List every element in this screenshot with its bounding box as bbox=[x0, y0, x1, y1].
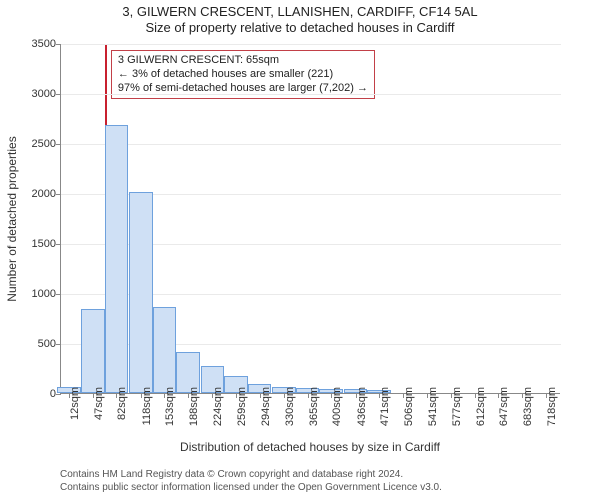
x-tick-label: 400sqm bbox=[331, 387, 343, 426]
y-tick-mark bbox=[56, 94, 61, 95]
x-tick-label: 82sqm bbox=[116, 387, 128, 420]
y-tick-mark bbox=[56, 394, 61, 395]
footer-line1: Contains HM Land Registry data © Crown c… bbox=[60, 468, 442, 481]
x-tick-label: 471sqm bbox=[379, 387, 391, 426]
y-tick-mark bbox=[56, 194, 61, 195]
chart-title-address: 3, GILWERN CRESCENT, LLANISHEN, CARDIFF,… bbox=[0, 4, 600, 20]
histogram-bar bbox=[105, 125, 129, 393]
x-tick-label: 365sqm bbox=[308, 387, 320, 426]
x-axis-label: Distribution of detached houses by size … bbox=[60, 440, 560, 454]
gridline bbox=[61, 94, 561, 95]
y-tick-mark bbox=[56, 144, 61, 145]
x-tick-label: 506sqm bbox=[403, 387, 415, 426]
y-tick-mark bbox=[56, 344, 61, 345]
y-tick-label: 3500 bbox=[21, 38, 56, 50]
x-tick-label: 12sqm bbox=[69, 387, 81, 420]
y-tick-mark bbox=[56, 244, 61, 245]
chart-area: Number of detached properties 3 GILWERN … bbox=[60, 44, 560, 394]
x-tick-label: 718sqm bbox=[546, 387, 558, 426]
y-tick-label: 0 bbox=[21, 388, 56, 400]
x-tick-label: 330sqm bbox=[284, 387, 296, 426]
chart-container: 3, GILWERN CRESCENT, LLANISHEN, CARDIFF,… bbox=[0, 0, 600, 500]
annotation-box: 3 GILWERN CRESCENT: 65sqm ← 3% of detach… bbox=[111, 50, 375, 99]
y-tick-label: 3000 bbox=[21, 88, 56, 100]
x-tick-label: 153sqm bbox=[164, 387, 176, 426]
histogram-bar bbox=[129, 192, 153, 393]
y-tick-label: 2500 bbox=[21, 138, 56, 150]
y-tick-mark bbox=[56, 44, 61, 45]
histogram-bar bbox=[81, 309, 105, 393]
annotation-line1: 3 GILWERN CRESCENT: 65sqm bbox=[118, 54, 368, 68]
annotation-line2: ← 3% of detached houses are smaller (221… bbox=[118, 68, 368, 82]
y-tick-label: 2000 bbox=[21, 188, 56, 200]
x-tick-label: 541sqm bbox=[427, 387, 439, 426]
y-tick-label: 500 bbox=[21, 338, 56, 350]
x-tick-label: 683sqm bbox=[522, 387, 534, 426]
x-tick-label: 577sqm bbox=[451, 387, 463, 426]
x-tick-label: 647sqm bbox=[498, 387, 510, 426]
y-tick-mark bbox=[56, 294, 61, 295]
footer-line2: Contains public sector information licen… bbox=[60, 481, 442, 494]
x-tick-label: 224sqm bbox=[212, 387, 224, 426]
footer: Contains HM Land Registry data © Crown c… bbox=[60, 468, 442, 494]
y-tick-label: 1500 bbox=[21, 238, 56, 250]
gridline bbox=[61, 144, 561, 145]
x-tick-label: 436sqm bbox=[356, 387, 368, 426]
x-tick-label: 294sqm bbox=[260, 387, 272, 426]
x-tick-label: 259sqm bbox=[236, 387, 248, 426]
y-tick-label: 1000 bbox=[21, 288, 56, 300]
plot-area: 3 GILWERN CRESCENT: 65sqm ← 3% of detach… bbox=[60, 44, 560, 394]
histogram-bar bbox=[153, 307, 177, 393]
x-tick-label: 118sqm bbox=[141, 387, 153, 425]
chart-subtitle: Size of property relative to detached ho… bbox=[0, 20, 600, 36]
x-tick-label: 612sqm bbox=[475, 387, 487, 426]
y-axis-label: Number of detached properties bbox=[5, 136, 19, 301]
x-tick-label: 188sqm bbox=[188, 387, 200, 426]
gridline bbox=[61, 44, 561, 45]
x-tick-label: 47sqm bbox=[93, 387, 105, 420]
